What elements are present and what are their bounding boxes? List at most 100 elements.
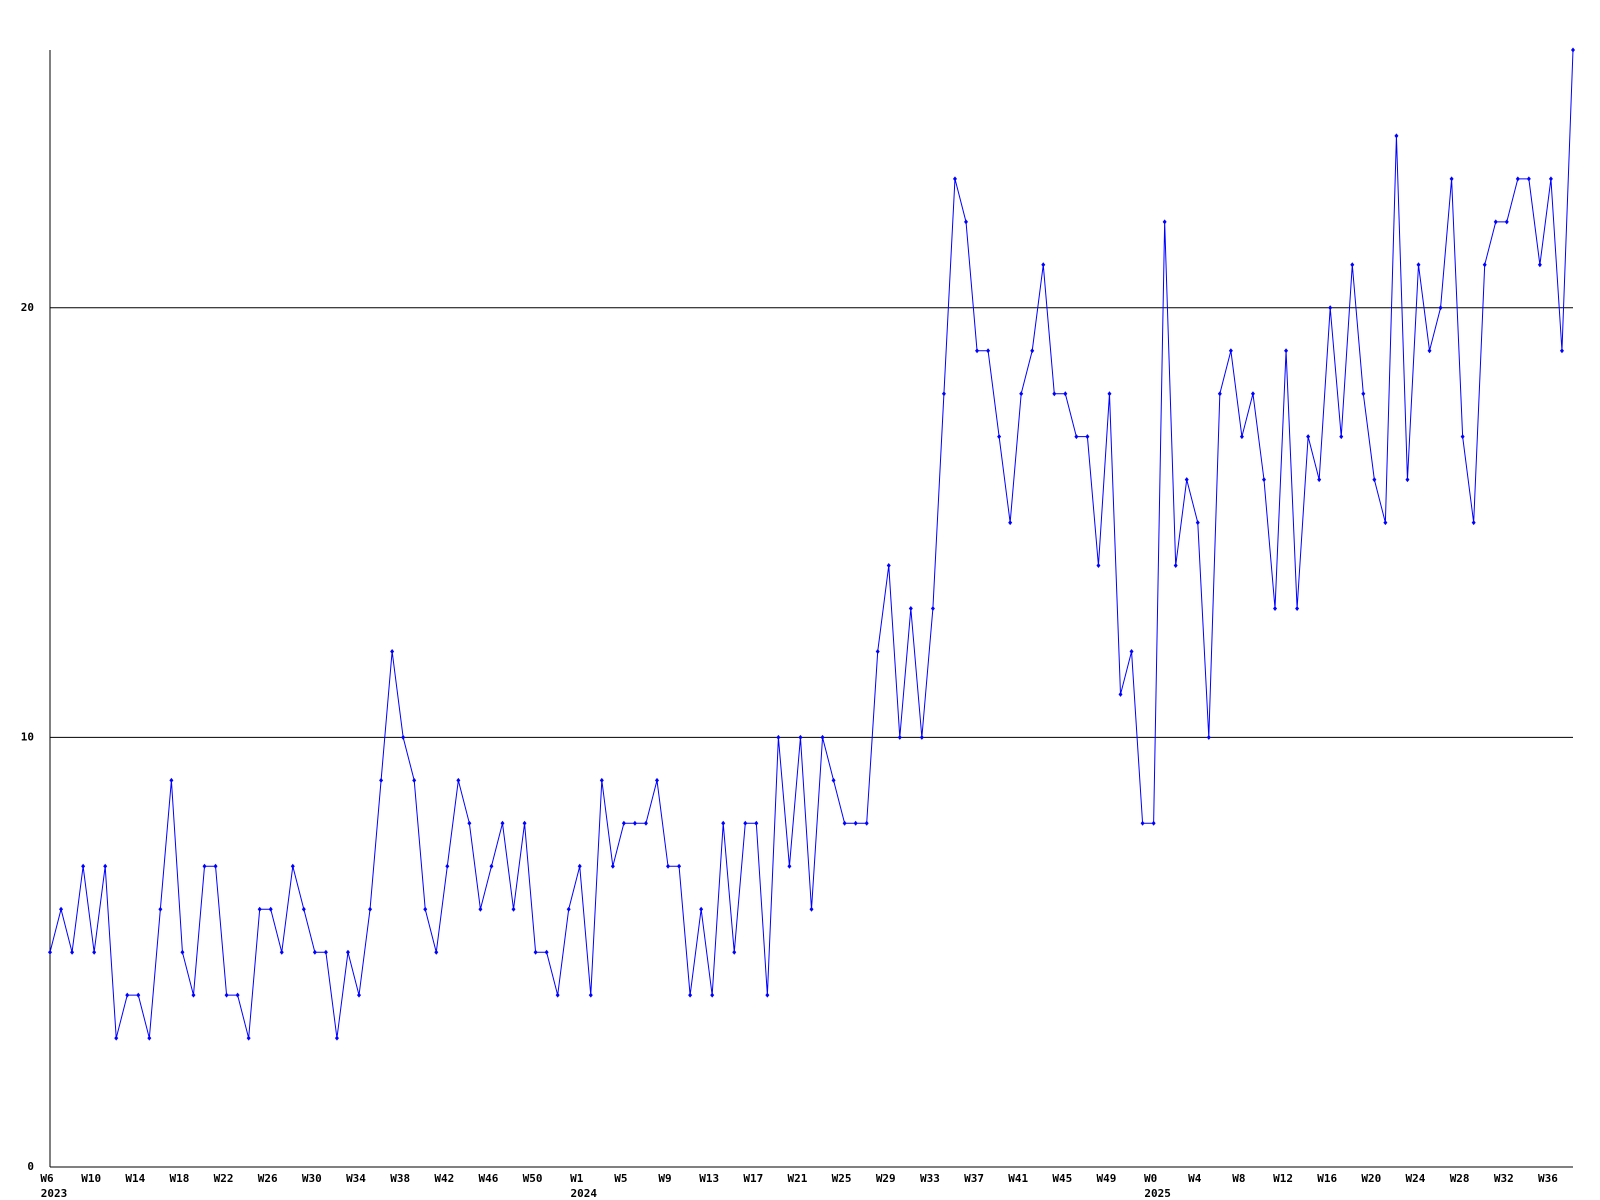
point <box>610 863 615 869</box>
x-tick-label: W36 <box>1538 1172 1558 1185</box>
point <box>1074 434 1079 440</box>
point <box>191 992 196 998</box>
point <box>1173 563 1178 569</box>
point <box>864 820 869 826</box>
point <box>1405 477 1410 483</box>
point <box>721 820 726 826</box>
x-tick-label: W18 <box>169 1172 189 1185</box>
point <box>1548 176 1553 182</box>
x-year-label: 2025 <box>1144 1187 1171 1200</box>
point <box>566 906 571 912</box>
line <box>49 49 1574 1039</box>
point <box>1559 348 1564 354</box>
point <box>544 949 549 955</box>
point <box>1140 820 1145 826</box>
point <box>401 734 406 740</box>
point <box>1526 176 1531 182</box>
point <box>1427 348 1432 354</box>
point <box>445 863 450 869</box>
point <box>334 1035 339 1041</box>
x-tick-label: W34 <box>346 1172 366 1185</box>
point <box>1107 391 1112 397</box>
point <box>1008 520 1013 526</box>
point <box>577 863 582 869</box>
y-tick-label: 20 <box>21 301 34 314</box>
point <box>1217 391 1222 397</box>
x-tick-label: W10 <box>81 1172 101 1185</box>
point <box>390 648 395 654</box>
point <box>379 777 384 783</box>
point <box>1438 305 1443 311</box>
point <box>103 863 108 869</box>
point <box>522 820 527 826</box>
point <box>677 863 682 869</box>
x-tick-label: W25 <box>832 1172 852 1185</box>
point <box>1295 606 1300 611</box>
x-tick-label: W50 <box>523 1172 543 1185</box>
point <box>1228 348 1233 354</box>
x-tick-label: W24 <box>1406 1172 1426 1185</box>
x-tick-label: W20 <box>1361 1172 1381 1185</box>
point <box>345 949 350 955</box>
x-tick-label: W26 <box>258 1172 278 1185</box>
point <box>875 648 880 654</box>
point <box>1184 477 1189 483</box>
point <box>555 992 560 998</box>
point <box>136 992 141 998</box>
point <box>1063 391 1068 397</box>
point <box>511 906 516 912</box>
point <box>1096 563 1101 569</box>
point <box>70 949 75 955</box>
point <box>588 992 593 998</box>
point <box>941 391 946 397</box>
point <box>787 863 792 869</box>
point <box>1052 391 1057 397</box>
point <box>489 863 494 869</box>
point <box>323 949 328 955</box>
point <box>643 820 648 826</box>
point <box>81 863 86 869</box>
point <box>125 992 130 998</box>
point <box>886 563 891 569</box>
point <box>158 906 163 912</box>
point <box>1261 477 1266 483</box>
point <box>897 734 902 740</box>
point <box>930 606 935 611</box>
point <box>1317 477 1322 483</box>
x-tick-label: W30 <box>302 1172 322 1185</box>
point <box>114 1035 119 1041</box>
point <box>434 949 439 955</box>
x-tick-label: W9 <box>658 1172 671 1185</box>
point <box>710 992 715 998</box>
point <box>1030 348 1035 354</box>
point <box>456 777 461 783</box>
point <box>1118 691 1123 697</box>
point <box>1471 520 1476 526</box>
point <box>654 777 659 783</box>
point <box>975 348 980 354</box>
point <box>1041 262 1046 268</box>
point <box>688 992 693 998</box>
point <box>1394 133 1399 139</box>
x-tick-label: W33 <box>920 1172 940 1185</box>
point <box>1239 434 1244 440</box>
point <box>632 820 637 826</box>
point <box>301 906 306 912</box>
point <box>224 992 229 998</box>
point <box>357 992 362 998</box>
x-tick-label: W1 <box>570 1172 584 1185</box>
point <box>1162 219 1167 225</box>
point <box>699 906 704 912</box>
point <box>1515 176 1520 182</box>
x-tick-label: W13 <box>699 1172 719 1185</box>
point <box>1482 262 1487 268</box>
point <box>621 820 626 826</box>
point <box>1019 391 1024 397</box>
point <box>246 1035 251 1041</box>
point <box>478 906 483 912</box>
x-tick-label: W22 <box>214 1172 234 1185</box>
x-tick-label: W4 <box>1188 1172 1202 1185</box>
point <box>412 777 417 783</box>
point <box>964 219 969 225</box>
